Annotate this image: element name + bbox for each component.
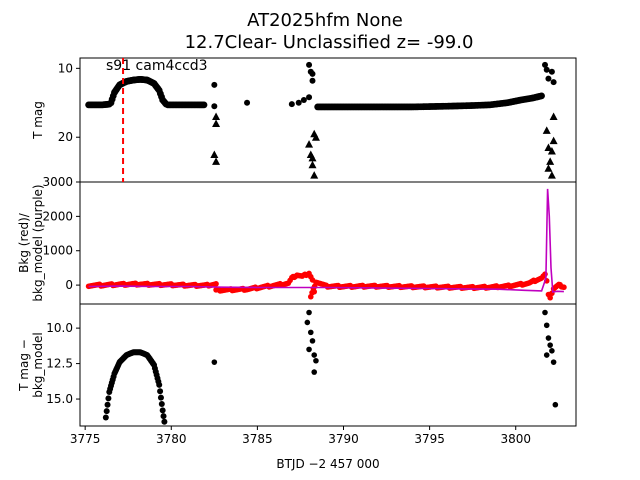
diff-point [104,401,111,408]
tmag-point [548,68,555,75]
tmag-point [538,92,545,100]
bkg-point [547,294,553,301]
diff-point [309,338,316,344]
y-tick-label-tmag: 20 [58,130,73,144]
tmag-point [545,75,552,82]
diff-point [304,319,311,326]
sector-annotation: s91 cam4ccd3 [106,58,208,74]
tmag-upper-limit [544,164,553,172]
tmag-upper-limit [542,126,551,134]
x-tick-label: 3780 [156,432,187,446]
tmag-upper-limit [212,112,221,121]
panel-frame-diff [79,303,577,427]
diff-point [105,395,112,402]
tmag-point [211,103,218,110]
diff-point [156,381,163,388]
diff-point [160,413,167,420]
tmag-point [542,61,548,68]
tmag-point [211,81,218,88]
y-tick-label-bkg: 1000 [42,244,73,258]
y-tick-label-bkg: 0 [65,278,73,292]
diff-point [159,407,166,414]
y-axis-label-tmag: T mag [31,101,45,140]
diff-point [307,329,314,336]
diff-point [103,408,110,415]
chart-title-line2: 12.7Clear- Unclassified z= -99.0 [185,32,474,53]
tmag-upper-limit [310,129,319,138]
tmag-point [550,79,557,86]
diff-point [157,388,164,395]
tmag-point [309,77,316,84]
tmag-upper-limit [546,157,555,165]
bkg-point [542,271,548,277]
x-tick-label: 3775 [70,432,101,446]
diff-point [550,359,557,365]
y-tick-label-diff: 15.0 [46,392,73,406]
bkg-point [561,284,567,291]
tmag-upper-limit [305,140,314,148]
y-tick-label-diff: 10.0 [46,321,73,335]
diff-point [545,335,552,341]
y-axis-label-bkg: Bkg (red)/ [17,212,31,273]
tmag-point [306,94,313,101]
x-tick-label: 3790 [328,432,359,446]
tmag-upper-limit [549,112,558,121]
tmag-upper-limit [212,157,221,165]
tmag-point [309,70,316,77]
diff-point [313,357,319,364]
tmag-upper-limit [547,147,556,155]
diff-point [543,352,550,358]
y-axis-label-bkg: bkg_model (purple) [31,184,45,301]
x-tick-label: 3785 [242,432,273,446]
tmag-upper-limit [212,119,221,127]
diff-point [552,401,559,408]
tmag-point [543,66,550,73]
y-axis-label-diff: bkg_model [31,332,45,398]
diff-point [311,369,318,375]
panel-frame-tmag [79,57,577,183]
diff-point [543,322,550,329]
y-tick-label-diff: 12.5 [46,357,73,371]
tmag-upper-limit [547,171,556,179]
diff-point [211,359,218,365]
tmag-point [306,61,313,68]
y-tick-label-bkg: 3000 [42,175,73,189]
tmag-upper-limit [210,150,219,158]
y-tick-label-bkg: 2000 [42,209,73,223]
tmag-upper-limit [308,153,317,162]
x-axis-label: BTJD −2 457 000 [276,457,379,471]
tmag-upper-limit [544,143,553,152]
diff-point [102,414,109,421]
diff-point [549,348,555,354]
diff-point [547,342,553,348]
diff-point [306,309,312,316]
y-tick-label-tmag: 10 [58,61,73,75]
diff-point [161,418,168,425]
tmag-point [244,99,251,106]
tmag-point [200,101,208,109]
diff-point [158,401,165,408]
tmag-point [300,97,307,104]
tmag-upper-limit [310,171,319,179]
tmag-upper-limit [549,136,558,145]
chart-title-line1: AT2025hfm None [247,10,403,31]
diff-point [542,309,548,316]
tmag-upper-limit [308,160,317,169]
tmag-point [288,101,295,108]
x-tick-label: 3795 [414,432,445,446]
diff-point [157,394,164,401]
tmag-point [295,99,302,106]
diff-point [306,346,312,353]
bkg-model-line [88,188,564,293]
diff-point [311,352,318,358]
y-axis-label-diff: T mag − [17,339,31,392]
x-tick-label: 3800 [500,432,531,446]
bkg-point [213,281,219,287]
